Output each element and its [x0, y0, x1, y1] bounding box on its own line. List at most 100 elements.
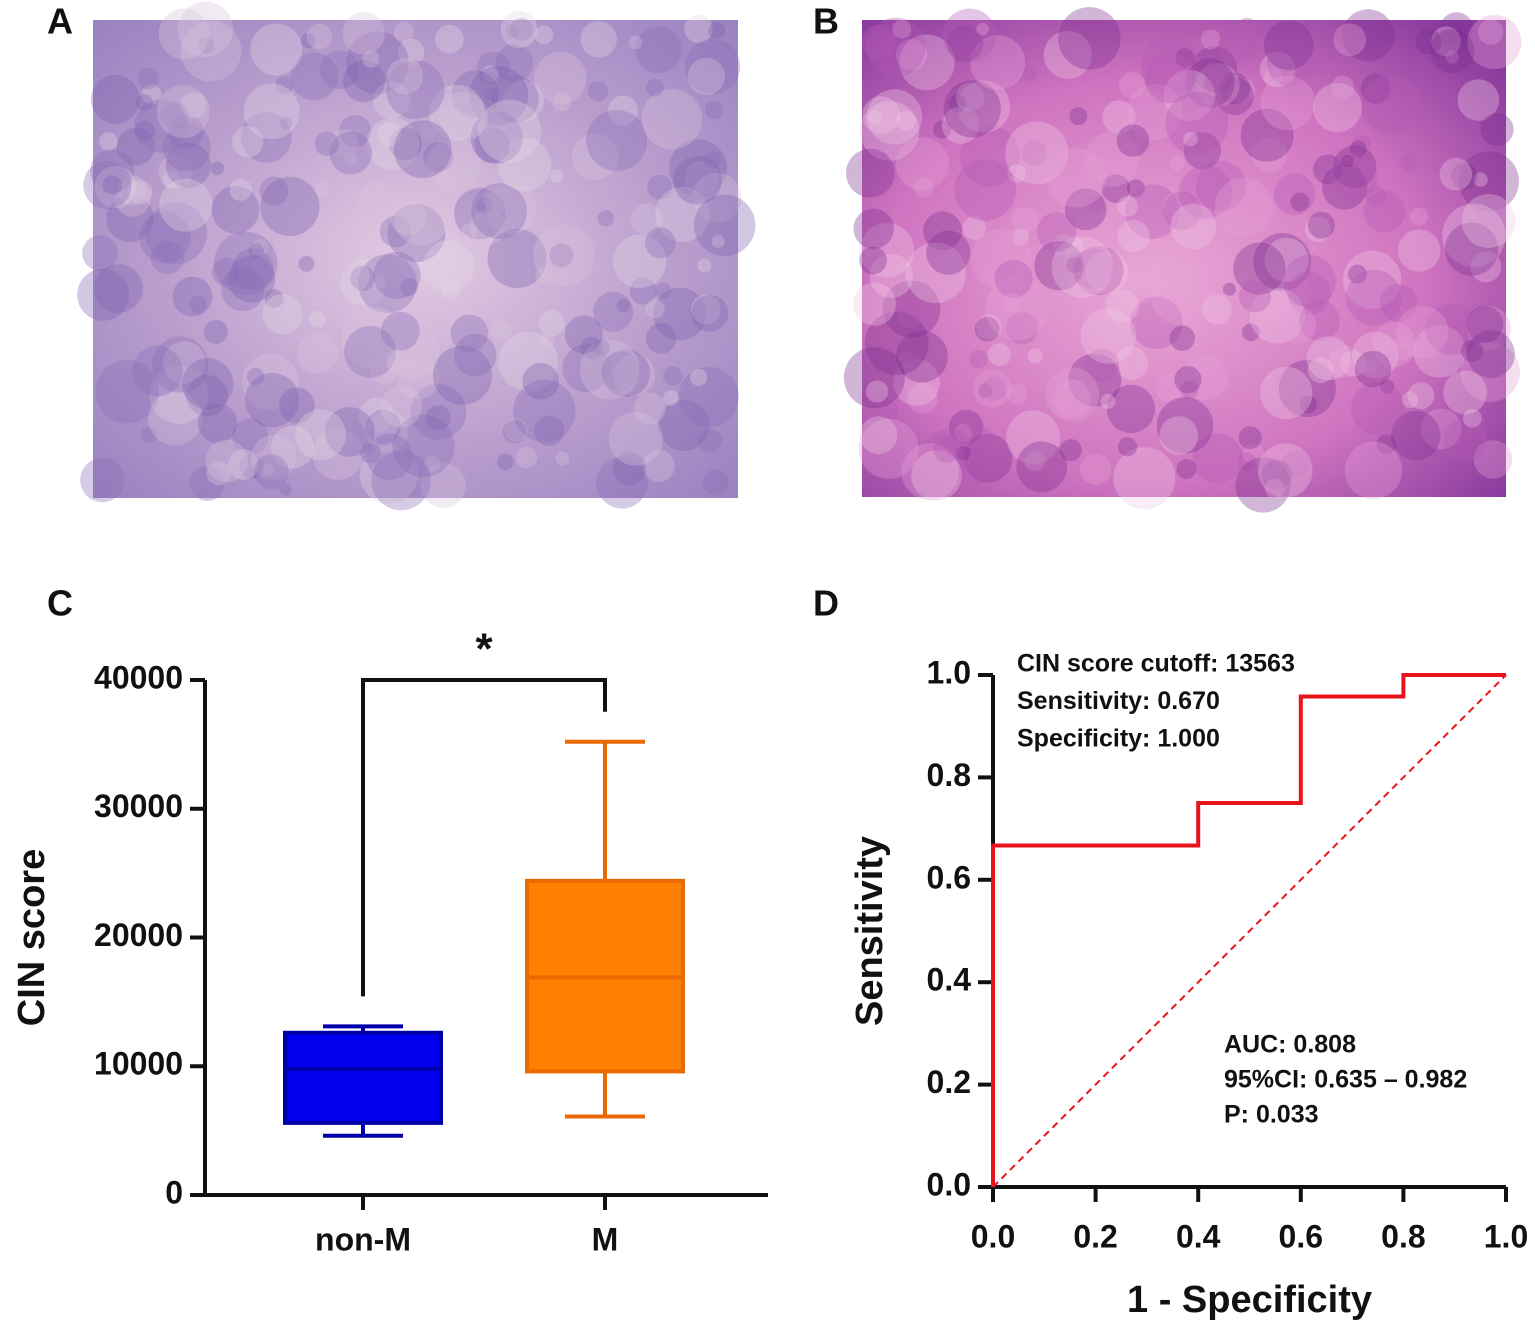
- tissue-spot: [1117, 219, 1150, 253]
- tissue-spot: [145, 202, 207, 265]
- tissue-spot: [239, 454, 264, 479]
- y-tick-label: 0: [165, 1174, 183, 1210]
- tissue-spot: [1477, 19, 1504, 45]
- tissue-spot: [148, 391, 203, 446]
- tissue-spot: [338, 114, 372, 148]
- tissue-spot: [483, 87, 497, 101]
- tissue-spot: [298, 255, 315, 272]
- tissue-spot: [172, 276, 213, 317]
- tissue-spot: [702, 469, 729, 496]
- tissue-spot: [1399, 152, 1418, 171]
- tissue-spot: [1261, 459, 1292, 490]
- x-tick-label: M: [592, 1221, 619, 1257]
- tissue-spot: [1407, 382, 1435, 410]
- tissue-spot: [1200, 29, 1221, 50]
- tissue-spot: [180, 20, 242, 82]
- tissue-spot: [329, 131, 373, 175]
- tissue-spot: [1162, 191, 1194, 223]
- tissue-spot: [865, 380, 889, 403]
- tissue-spot: [549, 169, 564, 183]
- tissue-spot: [227, 449, 259, 480]
- tissue-spot: [94, 264, 143, 313]
- tissue-spot: [684, 14, 713, 44]
- tissue-spot: [1241, 323, 1260, 342]
- tissue-spot: [457, 204, 485, 232]
- tissue-spot: [1352, 135, 1371, 154]
- tissue-spot: [843, 347, 905, 409]
- tissue-spot: [976, 314, 1002, 340]
- tissue-spot: [974, 316, 1000, 342]
- tissue-spot: [1466, 306, 1511, 351]
- tissue-spot: [1458, 151, 1519, 212]
- tissue-spot: [338, 260, 370, 293]
- tissue-spot: [957, 80, 1011, 133]
- tissue-spot: [1006, 383, 1027, 405]
- tissue-spot: [923, 428, 973, 478]
- tissue-spot: [474, 128, 510, 164]
- tissue-spot: [972, 369, 1012, 408]
- tissue-spot: [1195, 160, 1246, 212]
- tissue-spot: [1460, 342, 1520, 402]
- tissue-spot: [613, 354, 656, 396]
- tissue-spot: [1229, 77, 1256, 103]
- tissue-spot: [1306, 336, 1351, 381]
- tissue-spot: [1159, 416, 1199, 455]
- tissue-spot: [634, 26, 682, 74]
- tissue-spot: [132, 345, 183, 397]
- tissue-spot: [580, 336, 603, 360]
- tissue-spot: [596, 457, 648, 509]
- tissue-spot: [1214, 177, 1274, 237]
- tissue-spot: [860, 101, 920, 161]
- tissue-spot: [597, 210, 614, 227]
- tissue-spot: [389, 199, 427, 236]
- tissue-spot: [1466, 306, 1504, 343]
- reference-line: [992, 674, 1507, 1188]
- tissue-spot: [1304, 216, 1331, 243]
- tissue-spot: [1059, 439, 1082, 462]
- tissue-spot: [1391, 336, 1415, 361]
- tissue-spot: [1022, 66, 1038, 82]
- tissue-spot: [424, 455, 442, 473]
- tissue-spot: [592, 339, 611, 357]
- x-tick-label: 1.0: [1484, 1218, 1528, 1254]
- tissue-spot: [366, 117, 420, 171]
- tissue-spot: [1052, 379, 1091, 418]
- tissue-spot: [1312, 83, 1363, 133]
- tissue-spot: [969, 350, 988, 369]
- tissue-spot: [1391, 410, 1441, 461]
- tissue-spot: [641, 88, 703, 150]
- tissue-spot: [306, 23, 333, 50]
- tissue-spot: [434, 170, 455, 191]
- tissue-spot: [941, 106, 980, 144]
- tissue-spot: [926, 230, 971, 275]
- tissue-spot: [896, 330, 948, 383]
- tissue-spot: [438, 91, 488, 141]
- tissue-spot: [522, 362, 560, 400]
- tissue-spot: [663, 390, 679, 406]
- tissue-spot: [128, 180, 153, 205]
- tissue-spot: [866, 89, 923, 145]
- tissue-spot: [362, 50, 380, 68]
- tissue-spot: [1361, 73, 1422, 135]
- tissue-spot: [340, 258, 388, 306]
- tissue-spot: [1237, 452, 1256, 471]
- tissue-spot: [392, 414, 455, 478]
- tissue-spot: [1140, 36, 1201, 96]
- tissue-spot: [309, 310, 326, 328]
- tissue-spot: [1260, 366, 1313, 420]
- tissue-spot: [684, 160, 720, 196]
- y-tick-label: 0.8: [927, 757, 971, 793]
- tissue-spot: [1409, 207, 1429, 226]
- tissue-spot: [1064, 188, 1107, 231]
- tissue-spot: [1068, 353, 1122, 407]
- tissue-spot: [962, 216, 987, 240]
- tissue-spot: [941, 424, 1003, 486]
- tissue-spot: [162, 123, 211, 172]
- tissue-spot: [366, 433, 413, 480]
- tissue-spot: [140, 426, 157, 444]
- tissue-spot: [1074, 246, 1124, 296]
- tissue-spot: [1278, 359, 1336, 418]
- tissue-spot: [1480, 112, 1514, 147]
- tissue-spot: [970, 35, 1026, 91]
- tissue-spot: [1045, 367, 1100, 422]
